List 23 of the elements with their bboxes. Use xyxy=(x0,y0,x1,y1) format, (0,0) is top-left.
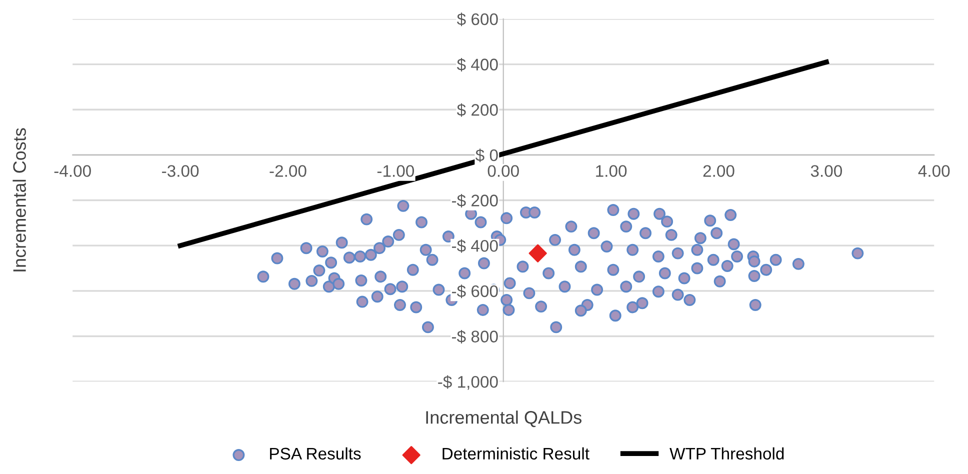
y-tick-label: -$ 200 xyxy=(452,194,498,208)
x-tick-label: 2.00 xyxy=(703,165,734,177)
y-tick-label: -$ 1,000 xyxy=(438,375,498,390)
x-tick-label: 1.00 xyxy=(596,165,627,177)
y-tick-label: $ 400 xyxy=(456,58,498,72)
y-tick-label: $ 0 xyxy=(476,148,498,162)
x-tick-label: 3.00 xyxy=(810,165,842,177)
x-tick-label: 0.00 xyxy=(488,165,519,177)
y-tick-label: -$ 600 xyxy=(452,284,498,298)
y-tick-label: -$ 400 xyxy=(452,239,498,253)
y-axis-title: Incremental Costs xyxy=(12,128,26,272)
x-tick-label: -1.00 xyxy=(377,165,414,177)
y-tick-label: $ 200 xyxy=(456,103,498,117)
legend-label: PSA Results xyxy=(270,447,361,460)
legend-label: WTP Threshold xyxy=(670,447,784,460)
x-axis-title: Incremental QALDs xyxy=(426,410,582,428)
x-tick-label: -4.00 xyxy=(54,165,91,177)
y-tick-label: $ 600 xyxy=(456,12,498,26)
y-tick-label: -$ 800 xyxy=(452,330,498,344)
x-tick-label: -2.00 xyxy=(270,165,306,177)
x-tick-label: 4.00 xyxy=(918,165,950,177)
legend-label: Deterministic Result xyxy=(442,447,590,460)
x-tick-label: -3.00 xyxy=(162,165,199,177)
